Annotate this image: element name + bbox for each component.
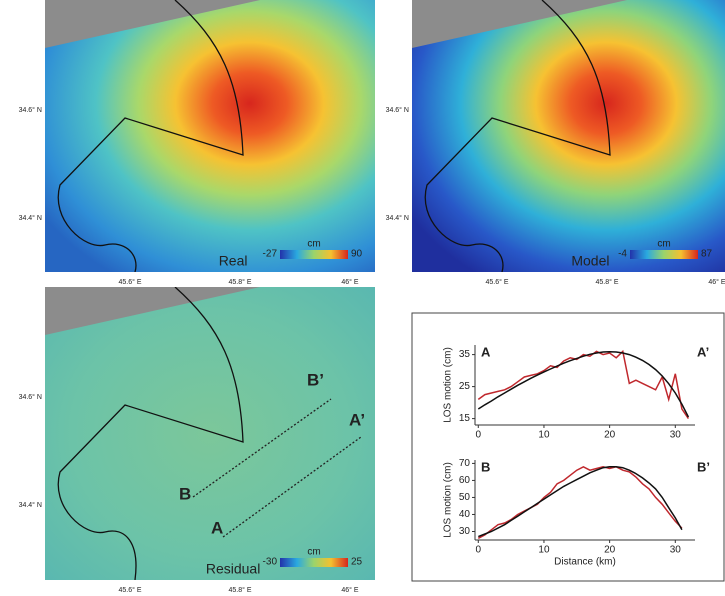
- map-content: [45, 287, 375, 580]
- lon-tick-label: 46° E: [341, 278, 359, 286]
- colorbar-max: 87: [701, 249, 713, 260]
- colorbar-unit: cm: [307, 239, 320, 250]
- lon-tick-label: 45.6° E: [118, 586, 141, 594]
- colorbar-min: -30: [263, 557, 278, 568]
- lat-tick-label: 34.6° N: [19, 393, 42, 401]
- start-label: A: [481, 344, 491, 359]
- y-tick-label: 60: [459, 475, 471, 486]
- sar-amplitude: [45, 287, 260, 335]
- profile-label: B: [179, 484, 191, 503]
- map-panel: [45, 0, 375, 272]
- y-axis-label: LOS motion (cm): [443, 347, 454, 423]
- profile-label: B’: [307, 370, 324, 389]
- profile-line: [192, 398, 332, 498]
- y-tick-label: 35: [459, 349, 471, 360]
- profile-line: [222, 436, 362, 538]
- x-tick-label: 10: [538, 545, 550, 556]
- start-label: B: [481, 459, 490, 474]
- y-axis-label: LOS motion (cm): [443, 462, 454, 538]
- profile-series: [478, 466, 683, 538]
- map-panel: [412, 0, 725, 272]
- sar-amplitude: [45, 0, 260, 48]
- profile-box: [411, 312, 725, 582]
- profile-label: A’: [349, 410, 365, 429]
- colorbar: [630, 250, 698, 259]
- lon-tick-label: 45.6° E: [118, 278, 141, 286]
- x-tick-label: 20: [604, 430, 616, 441]
- lon-tick-label: 46° E: [708, 278, 725, 286]
- lat-tick-label: 34.4° N: [386, 214, 409, 222]
- colorbar-min: -27: [263, 249, 278, 260]
- border-line: [57, 0, 244, 272]
- deformation-field: [45, 287, 375, 580]
- colorbar-max: 25: [351, 557, 363, 568]
- map-content: [45, 0, 375, 272]
- profile-series: [477, 349, 690, 420]
- colorbar: [280, 558, 348, 567]
- colorbar: [280, 250, 348, 259]
- x-tick-label: 30: [670, 430, 682, 441]
- deformation-field: [45, 0, 375, 272]
- x-axis-label: Distance (km): [554, 557, 616, 568]
- panel-label: Real: [219, 253, 248, 269]
- x-tick-label: 20: [604, 545, 616, 556]
- lat-tick-label: 34.4° N: [19, 214, 42, 222]
- y-tick-label: 15: [459, 413, 471, 424]
- profile-series: [477, 350, 690, 418]
- lat-tick-label: 34.6° N: [386, 106, 409, 114]
- lat-tick-label: 34.6° N: [19, 106, 42, 114]
- x-tick-label: 0: [476, 430, 482, 441]
- colorbar-unit: cm: [307, 547, 320, 558]
- y-tick-label: 30: [459, 526, 471, 537]
- y-tick-label: 25: [459, 381, 471, 392]
- lon-tick-label: 45.8° E: [595, 278, 618, 286]
- profile-label: A: [211, 518, 223, 537]
- y-tick-label: 70: [459, 458, 471, 469]
- border-line: [57, 287, 244, 580]
- colorbar-unit: cm: [657, 239, 670, 250]
- colorbar-min: -4: [618, 249, 627, 260]
- sar-amplitude: [412, 0, 627, 48]
- y-tick-label: 40: [459, 509, 471, 520]
- panel-label: Residual: [206, 561, 260, 577]
- deformation-field: [412, 0, 725, 272]
- end-label: B’: [697, 459, 710, 474]
- map-content: [412, 0, 725, 272]
- lon-tick-label: 45.8° E: [228, 278, 251, 286]
- x-tick-label: 30: [670, 545, 682, 556]
- end-label: A’: [697, 344, 709, 359]
- lon-tick-label: 46° E: [341, 586, 359, 594]
- colorbar-max: 90: [351, 249, 363, 260]
- map-panel: [45, 287, 375, 580]
- lon-tick-label: 45.6° E: [485, 278, 508, 286]
- y-tick-label: 50: [459, 492, 471, 503]
- lon-tick-label: 45.8° E: [228, 586, 251, 594]
- lat-tick-label: 34.4° N: [19, 501, 42, 509]
- panel-label: Model: [571, 253, 609, 269]
- x-tick-label: 10: [538, 430, 550, 441]
- border-line: [424, 0, 611, 272]
- x-tick-label: 0: [476, 545, 482, 556]
- profile-series: [477, 465, 683, 539]
